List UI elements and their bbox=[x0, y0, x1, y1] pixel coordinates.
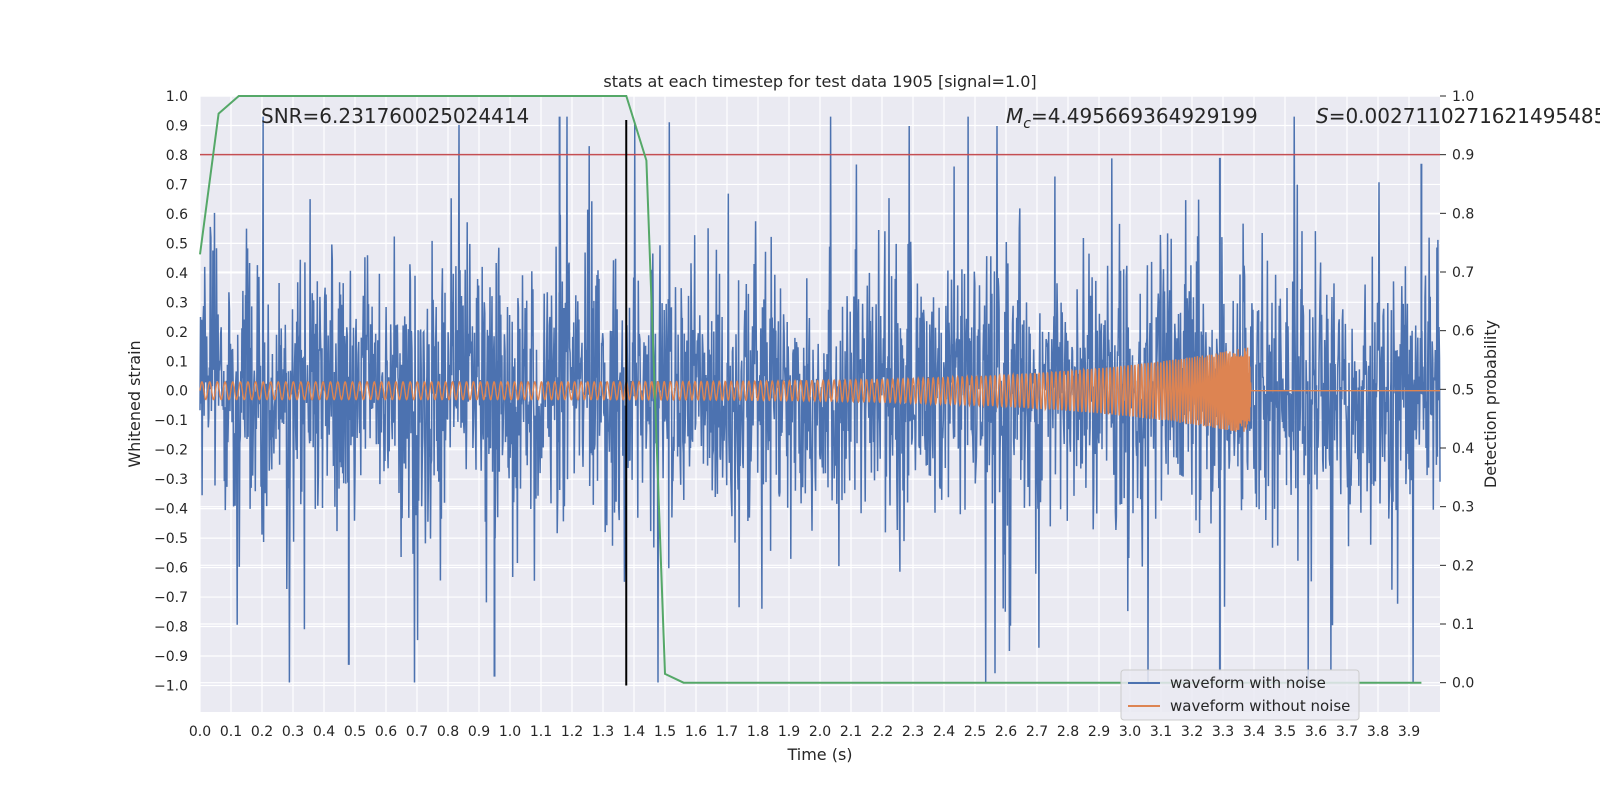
y-tick-label: −0.9 bbox=[154, 649, 188, 665]
x-tick-label: 1.2 bbox=[561, 724, 583, 740]
mc-symbol: M bbox=[1006, 104, 1023, 128]
s-annotation: S=0.0027110271621495485 bbox=[1316, 104, 1600, 128]
y-tick-label: −0.4 bbox=[154, 502, 188, 518]
snr-annotation: SNR=6.231760025024414 bbox=[261, 104, 529, 128]
y2-axis-ticks: 0.0 0.1 0.2 0.3 0.4 0.5 0.6 0.7 0.8 0.9 1.0 bbox=[1440, 89, 1474, 692]
series-waveform-without-noise bbox=[199, 347, 1440, 432]
y-tick-label: −0.8 bbox=[154, 620, 188, 636]
x-axis-ticks: 0.0 0.1 0.2 0.3 0.4 0.5 0.6 0.7 0.8 0.9 1.0 1.1 1.2 1… bbox=[189, 724, 1420, 740]
x-tick-label: 2.8 bbox=[1057, 724, 1079, 740]
s-value: =0.0027110271621495485 bbox=[1329, 104, 1600, 128]
x-tick-label: 1.4 bbox=[623, 724, 645, 740]
y2-tick-label: 0.7 bbox=[1452, 265, 1474, 281]
x-axis-label: Time (s) bbox=[786, 745, 852, 764]
x-tick-label: 3.6 bbox=[1305, 724, 1327, 740]
y2-tick-label: 0.0 bbox=[1452, 676, 1474, 692]
mc-subscript: c bbox=[1023, 116, 1031, 132]
mc-annotation: Mc=4.495669364929199 bbox=[1006, 104, 1258, 132]
legend-label-clean: waveform without noise bbox=[1170, 697, 1350, 715]
y-tick-label: −0.5 bbox=[154, 531, 188, 547]
y2-tick-label: 0.8 bbox=[1452, 206, 1474, 222]
y-tick-label: −0.7 bbox=[154, 590, 188, 606]
s-symbol: S bbox=[1316, 104, 1329, 128]
x-tick-label: 3.4 bbox=[1243, 724, 1265, 740]
x-tick-label: 3.7 bbox=[1336, 724, 1358, 740]
x-tick-label: 2.2 bbox=[871, 724, 893, 740]
y-tick-label: 0.1 bbox=[166, 354, 188, 370]
x-tick-label: 1.5 bbox=[654, 724, 676, 740]
y-tick-label: −1.0 bbox=[154, 678, 188, 694]
x-tick-label: 1.0 bbox=[499, 724, 521, 740]
x-tick-label: 2.0 bbox=[809, 724, 831, 740]
x-tick-label: 3.9 bbox=[1398, 724, 1420, 740]
x-tick-label: 3.8 bbox=[1367, 724, 1389, 740]
y-tick-label: 0.0 bbox=[166, 384, 188, 400]
x-tick-label: 0.7 bbox=[406, 724, 428, 740]
y-tick-label: 0.5 bbox=[166, 236, 188, 252]
x-tick-label: 3.5 bbox=[1274, 724, 1296, 740]
y-axis-ticks: −1.0 −0.9 −0.8 −0.7 −0.6 −0.5 −0.4 −0.3 −0.2 −0.1… bbox=[154, 89, 188, 694]
x-tick-label: 0.2 bbox=[251, 724, 273, 740]
y2-tick-label: 1.0 bbox=[1452, 89, 1474, 105]
plot-lines bbox=[199, 95, 1441, 686]
x-tick-label: 1.9 bbox=[778, 724, 800, 740]
x-tick-label: 3.3 bbox=[1212, 724, 1234, 740]
chart-title: stats at each timestep for test data 190… bbox=[603, 72, 1036, 91]
series-detection-probability bbox=[199, 95, 1422, 684]
x-tick-label: 2.9 bbox=[1088, 724, 1110, 740]
y-tick-label: 0.2 bbox=[166, 325, 188, 341]
x-tick-label: 0.9 bbox=[468, 724, 490, 740]
x-tick-label: 1.7 bbox=[716, 724, 738, 740]
x-tick-label: 0.8 bbox=[437, 724, 459, 740]
x-tick-label: 0.0 bbox=[189, 724, 211, 740]
y-tick-label: 0.9 bbox=[166, 118, 188, 134]
legend-box bbox=[1120, 669, 1360, 721]
x-tick-label: 0.4 bbox=[313, 724, 335, 740]
y-axis-label: Whitened strain bbox=[125, 340, 144, 467]
x-tick-label: 3.0 bbox=[1119, 724, 1141, 740]
x-tick-label: 2.4 bbox=[933, 724, 955, 740]
x-tick-label: 2.7 bbox=[1026, 724, 1048, 740]
y2-tick-label: 0.3 bbox=[1452, 500, 1474, 516]
x-tick-label: 1.6 bbox=[685, 724, 707, 740]
x-tick-label: 1.8 bbox=[747, 724, 769, 740]
y-tick-label: −0.1 bbox=[154, 413, 188, 429]
legend: waveform with noise waveform without noi… bbox=[1120, 669, 1360, 721]
y2-tick-label: 0.2 bbox=[1452, 558, 1474, 574]
x-tick-label: 2.6 bbox=[995, 724, 1017, 740]
x-tick-label: 0.3 bbox=[282, 724, 304, 740]
x-tick-label: 2.5 bbox=[964, 724, 986, 740]
y-tick-label: 0.8 bbox=[166, 148, 188, 164]
y2-tick-label: 0.9 bbox=[1452, 148, 1474, 164]
y2-tick-label: 0.6 bbox=[1452, 324, 1474, 340]
y2-tick-label: 0.4 bbox=[1452, 441, 1474, 457]
x-tick-label: 2.3 bbox=[902, 724, 924, 740]
y-tick-label: −0.6 bbox=[154, 561, 188, 577]
series-waveform-with-noise bbox=[199, 116, 1441, 683]
y2-tick-label: 0.5 bbox=[1452, 382, 1474, 398]
y-tick-label: 0.6 bbox=[166, 207, 188, 223]
mc-value: =4.495669364929199 bbox=[1031, 104, 1258, 128]
y-tick-label: 0.7 bbox=[166, 177, 188, 193]
x-tick-label: 3.1 bbox=[1150, 724, 1172, 740]
x-tick-label: 0.6 bbox=[375, 724, 397, 740]
y2-axis-label: Detection probability bbox=[1481, 320, 1500, 488]
y2-tick-label: 0.1 bbox=[1452, 617, 1474, 633]
y-tick-label: 0.4 bbox=[166, 266, 188, 282]
x-tick-label: 0.1 bbox=[220, 724, 242, 740]
x-tick-label: 2.1 bbox=[840, 724, 862, 740]
x-tick-label: 0.5 bbox=[344, 724, 366, 740]
y-tick-label: 0.3 bbox=[166, 295, 188, 311]
y-tick-label: −0.3 bbox=[154, 472, 188, 488]
y-tick-label: −0.2 bbox=[154, 443, 188, 459]
x-tick-label: 1.3 bbox=[592, 724, 614, 740]
x-tick-label: 1.1 bbox=[530, 724, 552, 740]
y-tick-label: 1.0 bbox=[166, 89, 188, 105]
x-tick-label: 3.2 bbox=[1181, 724, 1203, 740]
legend-label-noise: waveform with noise bbox=[1170, 674, 1326, 692]
